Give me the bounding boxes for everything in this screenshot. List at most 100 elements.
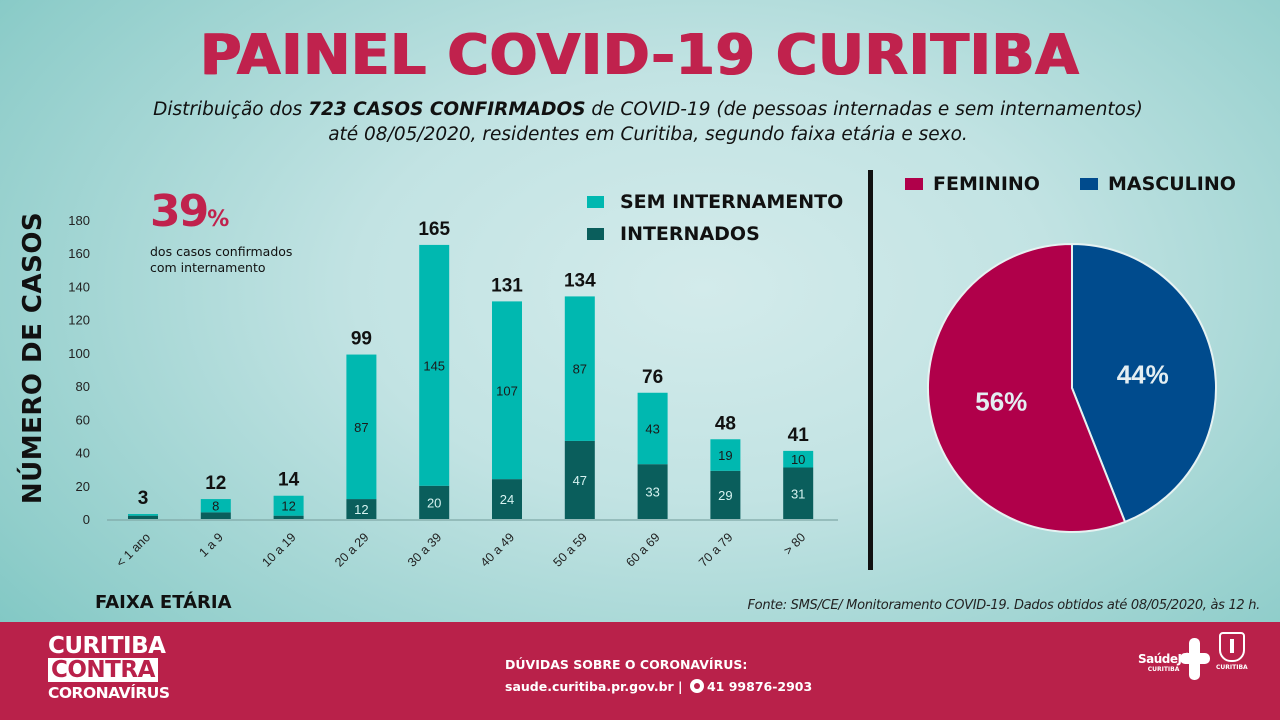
pie-slice-feminino	[927, 242, 1127, 533]
campaign-logo: CURITIBA CONTRA CORONAVÍRUS	[48, 633, 170, 702]
bar-sem-internamento	[346, 354, 377, 500]
x-tick-label: > 80	[781, 530, 808, 557]
bar-total-label: 134	[564, 270, 596, 291]
bar-label-sem-internamento: 8	[212, 499, 219, 514]
bar-total-label: 131	[491, 275, 523, 296]
y-tick-label: 20	[76, 479, 90, 494]
legend-label: FEMININO	[933, 173, 1040, 195]
x-tick-label: 10 a 19	[259, 530, 298, 569]
bar-label-sem-internamento: 10	[791, 452, 805, 467]
bar-sem-internamento	[492, 301, 522, 480]
subtitle-bold: 723 CASOS CONFIRMADOS	[308, 99, 586, 120]
bar-sem-internamento	[273, 495, 304, 516]
bar-label-internados: 24	[500, 492, 514, 507]
legend-item-masculino: MASCULINO	[1079, 173, 1236, 195]
bar-label-internados: 47	[573, 473, 587, 488]
legend-label: SEM INTERNAMENTO	[620, 191, 844, 213]
page-subtitle: Distribuição dos 723 CASOS CONFIRMADOS d…	[0, 97, 1280, 147]
city-crest-icon: CURITIBA	[1216, 632, 1248, 671]
y-tick-label: 140	[68, 279, 90, 294]
subtitle-line2: até 08/05/2020, residentes em Curitiba, …	[328, 124, 968, 145]
x-tick-label: < 1 ano	[113, 530, 153, 570]
bar-sem-internamento	[637, 392, 668, 465]
contact-info: DÚVIDAS SOBRE O CORONAVÍRUS: saude.curit…	[505, 654, 812, 698]
legend-label: MASCULINO	[1107, 173, 1236, 195]
bar-sem-internamento	[564, 296, 595, 441]
bar-label-sem-internamento: 87	[573, 362, 587, 377]
bar-label-internados: 33	[645, 485, 659, 500]
callout-value: 39%	[150, 186, 230, 237]
contact-site-link[interactable]: saude.curitiba.pr.gov.br	[505, 679, 674, 694]
bar-label-internados: 31	[791, 486, 805, 501]
y-tick-label: 40	[76, 446, 90, 461]
hospitalization-callout: 39% dos casos confirmados com internament…	[150, 190, 292, 276]
subtitle-post: de COVID-19 (de pessoas internadas e sem…	[585, 99, 1143, 120]
bar-label-sem-internamento: 145	[423, 358, 445, 373]
y-tick-label: 100	[68, 346, 90, 361]
bar-label-sem-internamento: 19	[718, 448, 732, 463]
legend-swatch-sem-internamento	[587, 196, 604, 208]
bar-internados	[564, 440, 595, 519]
x-tick-label: 60 a 69	[623, 530, 662, 569]
x-tick-label: 30 a 39	[405, 530, 444, 569]
y-tick-label: 120	[68, 313, 90, 328]
legend-swatch-masculino	[1079, 178, 1098, 190]
callout-text: dos casos confirmados com internamento	[150, 244, 293, 275]
section-divider	[868, 170, 873, 570]
bar-label-internados: 29	[718, 488, 732, 503]
pie-label-masculino: 44%	[1117, 360, 1169, 390]
contact-phone[interactable]: 41 99876-2903	[706, 679, 813, 694]
legend-item-feminino: FEMININO	[905, 173, 1040, 195]
bar-total-label: 48	[715, 413, 736, 434]
bar-total-label: 41	[788, 425, 810, 446]
bar-sem-internamento	[200, 499, 231, 513]
bar-total-label: 14	[278, 470, 300, 491]
footer-banner: CURITIBA CONTRA CORONAVÍRUS DÚVIDAS SOBR…	[0, 622, 1280, 720]
bar-sem-internamento	[783, 450, 814, 468]
bar-legend: SEM INTERNAMENTO INTERNADOS	[587, 186, 843, 250]
pie-label-feminino: 56%	[975, 386, 1027, 416]
bar-internados	[128, 515, 158, 519]
legend-item-sem-internamento: SEM INTERNAMENTO	[587, 186, 843, 218]
legend-swatch-feminino	[905, 178, 923, 190]
bar-internados	[200, 512, 231, 519]
y-tick-label: 160	[68, 246, 90, 261]
x-tick-label: 70 a 79	[696, 530, 735, 569]
page-title: PAINEL COVID-19 CURITIBA	[200, 23, 1080, 88]
x-tick-label: 40 a 49	[478, 530, 517, 569]
bar-internados	[273, 515, 304, 519]
subtitle-pre: Distribuição dos	[153, 99, 309, 120]
health-cross-icon	[1180, 638, 1210, 680]
bar-label-sem-internamento: 107	[496, 383, 518, 398]
x-tick-label: 1 a 9	[196, 530, 226, 560]
x-tick-label: 20 a 29	[332, 530, 371, 569]
bar-label-sem-internamento: 43	[645, 421, 659, 436]
whatsapp-icon	[689, 679, 704, 693]
bar-internados	[419, 485, 450, 519]
bar-label-sem-internamento: 12	[281, 499, 295, 514]
bar-sem-internamento	[710, 439, 741, 471]
bar-total-label: 3	[138, 488, 149, 509]
x-axis-title: FAIXA ETÁRIA	[95, 592, 232, 613]
y-tick-label: 180	[68, 213, 90, 228]
bar-total-label: 12	[205, 473, 226, 494]
bar-internados	[637, 464, 668, 519]
y-tick-label: 80	[76, 379, 90, 394]
bar-sem-internamento	[128, 514, 158, 516]
legend-label: INTERNADOS	[620, 223, 760, 245]
contact-title: DÚVIDAS SOBRE O CORONAVÍRUS:	[505, 657, 748, 672]
bar-label-internados: 12	[354, 502, 368, 517]
saudeja-logo: SaúdeJá CURITIBA	[1138, 652, 1190, 673]
bar-internados	[346, 499, 377, 519]
bar-sem-internamento	[419, 244, 450, 486]
bar-internados	[492, 479, 522, 519]
bar-total-label: 165	[418, 219, 450, 240]
bar-internados	[783, 467, 814, 519]
legend-swatch-internados	[587, 228, 604, 240]
y-tick-label: 0	[83, 512, 90, 527]
y-tick-label: 60	[76, 412, 90, 427]
legend-item-internados: INTERNADOS	[587, 218, 843, 250]
pie-legend: FEMININO MASCULINO	[905, 173, 1276, 195]
x-tick-label: 50 a 59	[551, 530, 590, 569]
